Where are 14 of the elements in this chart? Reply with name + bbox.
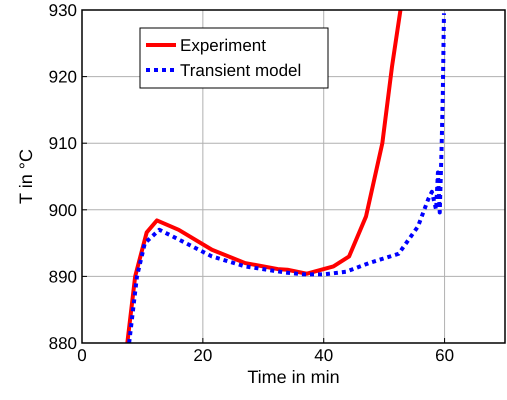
x-tick-label: 0	[77, 346, 87, 365]
y-tick-label: 920	[48, 68, 77, 87]
y-tick-label: 900	[48, 200, 77, 220]
x-tick-label: 40	[314, 346, 334, 365]
legend-label: Experiment	[180, 36, 266, 55]
y-tick-label: 880	[48, 334, 77, 353]
legend-label: Transient model	[180, 61, 302, 80]
x-axis-title: Time in min	[247, 367, 340, 387]
y-tick-label: 930	[48, 1, 77, 20]
x-tick-label: 60	[435, 346, 454, 365]
y-tick-label: 910	[48, 134, 77, 154]
y-tick-label: 890	[48, 267, 77, 286]
y-axis-title: T in °C	[16, 149, 36, 204]
x-tick-label: 20	[193, 346, 212, 365]
